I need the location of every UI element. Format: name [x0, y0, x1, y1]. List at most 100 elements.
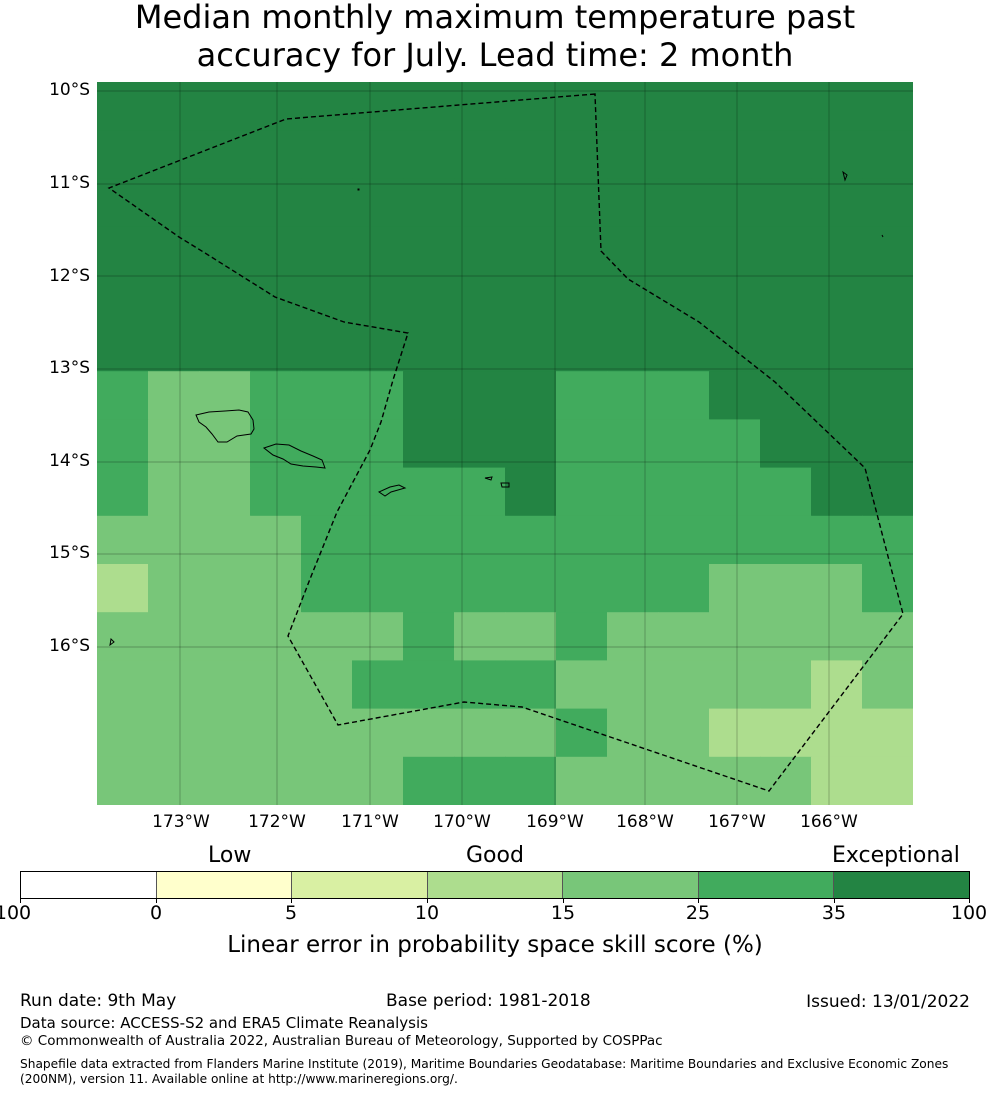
- run-date: Run date: 9th May: [20, 991, 177, 1011]
- grid-cell: [556, 467, 608, 517]
- grid-cell: [454, 371, 506, 420]
- grid-cell: [199, 612, 251, 661]
- grid-cell: [148, 756, 200, 805]
- grid-cell: [505, 612, 557, 661]
- grid-cell: [556, 323, 608, 372]
- grid-cell: [301, 708, 353, 758]
- grid-cell: [250, 371, 302, 420]
- grid-cell: [250, 467, 302, 517]
- grid-cell: [709, 130, 761, 179]
- tick-label-15: 15: [550, 902, 576, 924]
- grid-cell: [403, 660, 455, 710]
- grid-cell: [199, 178, 251, 228]
- grid-cell: [148, 226, 200, 276]
- lat-label-14s: 14°S: [49, 451, 90, 471]
- grid-cell: [607, 564, 659, 613]
- grid-cell: [811, 274, 863, 324]
- tick-mark: [563, 898, 564, 903]
- grid-cell: [454, 419, 506, 469]
- grid-cell: [862, 82, 913, 131]
- grid-cell: [97, 708, 149, 758]
- grid-cell: [301, 564, 353, 613]
- grid-cell: [352, 226, 404, 276]
- grid-cell: [403, 82, 455, 131]
- grid-cell: [148, 515, 200, 565]
- savaii-island: [195, 409, 255, 443]
- grid-cell: [454, 515, 506, 565]
- grid-cell: [709, 756, 761, 805]
- grid-cell: [199, 660, 251, 710]
- grid-cell: [607, 660, 659, 710]
- lon-label-172w: 172°W: [248, 812, 306, 832]
- grid-cell: [97, 274, 149, 324]
- grid-cell: [862, 756, 913, 805]
- grid-cell: [811, 82, 863, 131]
- grid-cell: [811, 371, 863, 420]
- skill-map-svg: [97, 82, 913, 805]
- grid-cell: [454, 756, 506, 805]
- grid-cell: [760, 612, 812, 661]
- grid-cell: [709, 660, 761, 710]
- grid-cell: [607, 226, 659, 276]
- tick-mark: [427, 898, 428, 903]
- tick-mark: [969, 898, 970, 903]
- grid-cell: [352, 756, 404, 805]
- grid-cell: [403, 130, 455, 179]
- grid-cell: [658, 467, 710, 517]
- grid-cell: [352, 708, 404, 758]
- grid-cell: [811, 178, 863, 228]
- grid-cell: [250, 226, 302, 276]
- grid-cell: [556, 274, 608, 324]
- tutuila-island: [377, 484, 407, 497]
- skill-map: [97, 82, 913, 805]
- grid-cell: [148, 467, 200, 517]
- grid-cell: [658, 419, 710, 469]
- grid-cell: [97, 130, 149, 179]
- grid-cell: [607, 515, 659, 565]
- grid-cell: [148, 323, 200, 372]
- grid-cell: [403, 419, 455, 469]
- grid-cell: [760, 371, 812, 420]
- grid-cell: [607, 419, 659, 469]
- lon-label-173w: 173°W: [152, 812, 210, 832]
- grid-cell: [811, 419, 863, 469]
- grid-cell: [199, 274, 251, 324]
- grid-cell: [811, 226, 863, 276]
- grid-cell: [658, 226, 710, 276]
- grid-cell: [352, 323, 404, 372]
- tick-mark: [156, 898, 157, 903]
- grid-cell: [862, 467, 913, 517]
- grid-cell: [607, 756, 659, 805]
- grid-cell: [709, 226, 761, 276]
- grid-cell: [199, 467, 251, 517]
- grid-cell: [658, 756, 710, 805]
- grid-cell: [862, 274, 913, 324]
- tick-label-25: 25: [685, 902, 711, 924]
- tick-label-100: 100: [950, 902, 988, 924]
- grid-cell: [301, 515, 353, 565]
- tokelau-atoll: [842, 170, 848, 182]
- grid-cell: [760, 226, 812, 276]
- grid-cell: [403, 564, 455, 613]
- grid-cell: [760, 467, 812, 517]
- grid-cell: [556, 178, 608, 228]
- grid-cell: [352, 467, 404, 517]
- lat-label-15s: 15°S: [49, 543, 90, 563]
- grid-cell: [148, 419, 200, 469]
- grid-cell: [556, 515, 608, 565]
- grid-cell: [760, 660, 812, 710]
- grid-cell: [148, 178, 200, 228]
- grid-cell: [148, 564, 200, 613]
- grid-cell: [556, 82, 608, 131]
- grid-cell: [454, 612, 506, 661]
- tick-mark: [20, 898, 21, 903]
- grid-cell: [454, 564, 506, 613]
- tick-mark: [698, 898, 699, 903]
- colorbar-swatch: [563, 872, 699, 898]
- grid-cell: [352, 515, 404, 565]
- grid-cell: [301, 226, 353, 276]
- grid-cell: [658, 660, 710, 710]
- grid-cell: [352, 130, 404, 179]
- grid-cell: [760, 130, 812, 179]
- grid-cell: [403, 323, 455, 372]
